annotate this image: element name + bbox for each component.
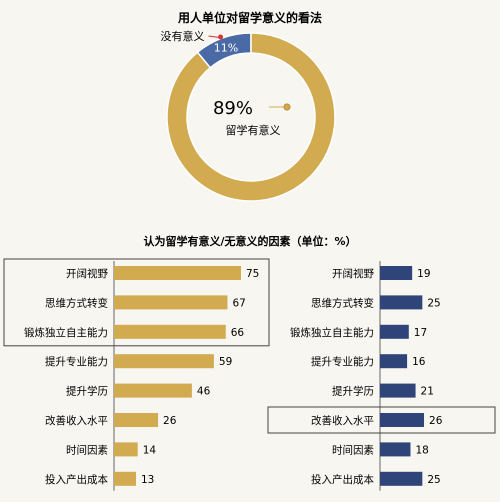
- right-value-label: 25: [427, 297, 440, 309]
- right-value-label: 18: [415, 444, 428, 456]
- right-category-label: 改善收入水平: [311, 414, 374, 427]
- left-bar: [114, 295, 228, 310]
- donut-label-no-meaning: 没有意义: [161, 29, 205, 43]
- donut-chart: 11% 没有意义 89% 留学有意义: [161, 29, 336, 202]
- right-value-label: 19: [417, 268, 430, 280]
- right-value-label: 17: [414, 327, 427, 339]
- left-highlight-frame: [3, 258, 270, 347]
- left-bar: [114, 413, 159, 427]
- right-value-label: 26: [429, 415, 443, 427]
- right-bar: [380, 295, 423, 310]
- right-category-label: 时间因素: [332, 443, 374, 456]
- right-bar: [380, 383, 416, 398]
- left-value-label: 75: [246, 268, 259, 280]
- left-value-label: 67: [232, 297, 245, 309]
- right-bar: [380, 354, 408, 369]
- left-category-label: 改善收入水平: [45, 414, 108, 427]
- right-value-label: 25: [427, 474, 440, 486]
- left-value-label: 14: [143, 444, 157, 456]
- left-bar: [114, 471, 137, 486]
- left-category-label: 开阔视野: [66, 267, 108, 280]
- donut-marker-meaningful: [283, 103, 291, 111]
- left-bar: [114, 383, 192, 398]
- left-bar: [114, 442, 138, 457]
- left-value-label: 46: [197, 386, 211, 398]
- left-bar: [114, 324, 226, 339]
- left-category-label: 锻炼独立自主能力: [24, 326, 108, 339]
- right-value-label: 21: [421, 386, 434, 398]
- right-bar: [380, 442, 411, 457]
- right-bar: [380, 266, 413, 280]
- left-value-label: 66: [231, 327, 245, 339]
- left-bar-chart: 开阔视野 75 思维方式转变 67 锻炼独立自主能力 66 提升专业能力 59 提升学历 46 改善…: [3, 258, 270, 491]
- left-bar: [114, 354, 214, 369]
- right-bar: [380, 413, 425, 427]
- donut-slice-percent-no-meaning: 11%: [214, 41, 238, 54]
- left-bar: [114, 266, 241, 280]
- donut-marker-no-meaning: [218, 34, 224, 40]
- right-highlight-frame: [267, 406, 496, 434]
- right-category-label: 提升专业能力: [311, 355, 374, 368]
- left-category-label: 提升专业能力: [45, 355, 108, 368]
- left-value-label: 26: [163, 415, 177, 427]
- right-category-label: 投入产出成本: [311, 473, 374, 486]
- right-category-label: 锻炼独立自主能力: [290, 326, 374, 339]
- right-bar-chart: 开阔视野 19 思维方式转变 25 锻炼独立自主能力 17 提升专业能力 16 提升学历 21 改善…: [267, 261, 496, 491]
- right-category-label: 提升学历: [332, 385, 374, 398]
- donut-slice-meaningful: [166, 32, 336, 202]
- donut-chart-title: 用人单位对留学意义的看法: [177, 10, 322, 25]
- left-category-label: 提升学历: [66, 385, 108, 398]
- left-value-label: 59: [219, 356, 232, 368]
- right-bar: [380, 471, 423, 486]
- bar-chart-title: 认为留学有意义/无意义的因素（单位：%）: [143, 234, 356, 248]
- left-value-label: 13: [141, 474, 154, 486]
- donut-slice-percent-meaningful: 89%: [213, 98, 253, 119]
- left-category-label: 思维方式转变: [45, 296, 108, 309]
- donut-label-meaningful: 留学有意义: [226, 123, 281, 137]
- right-value-label: 16: [412, 356, 426, 368]
- left-category-label: 时间因素: [66, 443, 108, 456]
- right-category-label: 开阔视野: [332, 267, 374, 280]
- left-category-label: 投入产出成本: [45, 473, 108, 486]
- right-category-label: 思维方式转变: [311, 296, 374, 309]
- right-bar: [380, 324, 409, 339]
